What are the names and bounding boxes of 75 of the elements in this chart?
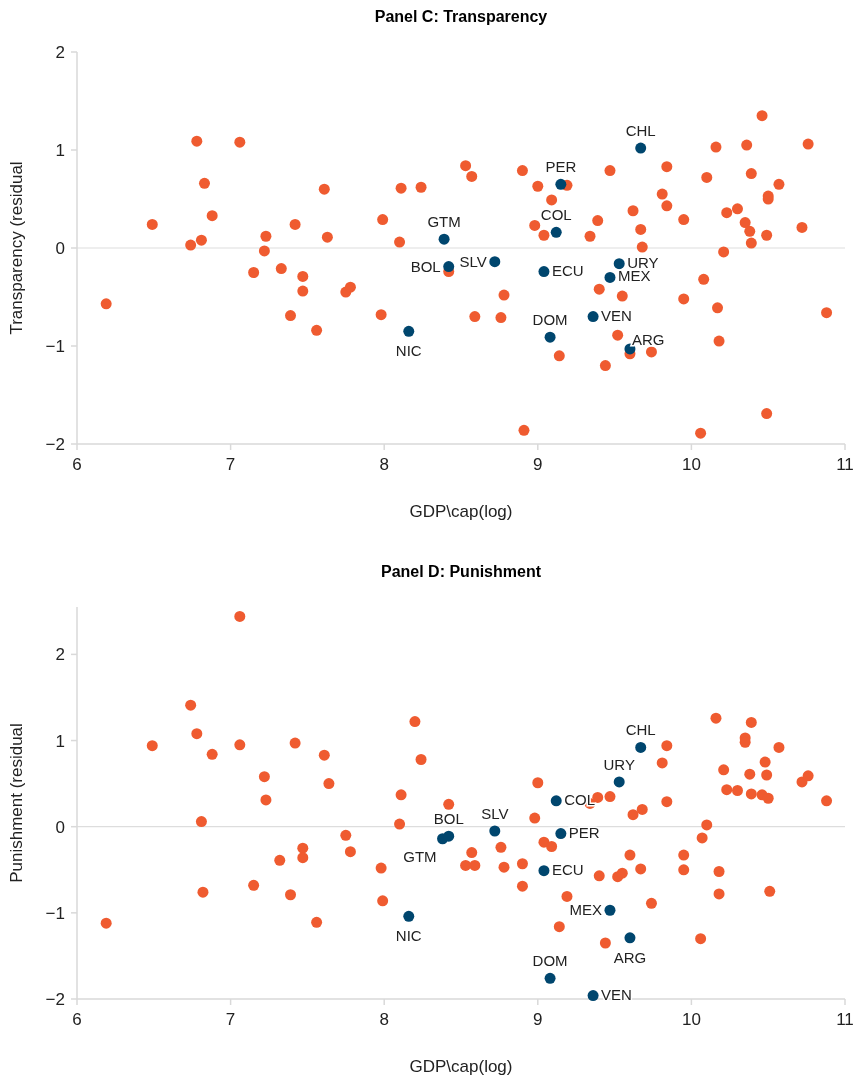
annotation: VEN — [601, 985, 632, 1003]
annotation: NIC — [395, 342, 422, 360]
point — [613, 776, 625, 788]
point — [544, 331, 556, 343]
annotation: CHL — [625, 721, 656, 739]
x-tick-label: 7 — [225, 1010, 236, 1029]
annotation: PER — [545, 158, 577, 176]
x-tick-label: 6 — [72, 1010, 82, 1029]
point — [538, 266, 550, 278]
annotation: DOM — [532, 952, 568, 970]
point — [443, 261, 455, 273]
point — [624, 932, 636, 944]
annotation: GTM — [427, 213, 461, 231]
point — [403, 910, 415, 922]
annotation: ARG — [613, 948, 647, 966]
annotation: COL — [540, 206, 572, 224]
point — [587, 311, 599, 323]
y-tick-label: 2 — [55, 645, 65, 665]
annotation: CHL — [625, 122, 656, 140]
annotation: MEX — [569, 901, 602, 919]
annotation: DOM — [532, 311, 568, 329]
point — [555, 178, 567, 190]
x-axis-title: GDP\cap(log) — [409, 1057, 513, 1076]
chart-title: Panel D: Punishment — [380, 563, 542, 580]
annotation: GTM — [403, 847, 437, 865]
point — [489, 825, 501, 837]
point — [587, 990, 599, 1002]
point — [604, 904, 616, 916]
point — [635, 741, 647, 753]
annotation: VEN — [601, 306, 632, 324]
annotation: SLV — [481, 805, 509, 822]
y-tick-label: −1 — [45, 337, 65, 356]
x-axis-title: GDP\cap(log) — [409, 502, 513, 521]
y-tick-label: 0 — [55, 239, 65, 258]
point — [544, 972, 556, 984]
annotation: NIC — [395, 927, 422, 945]
y-tick-label: 0 — [55, 817, 65, 837]
y-tick-label: −1 — [45, 903, 65, 923]
annotation: BOL — [410, 257, 441, 275]
annotation: URY — [603, 755, 635, 773]
y-tick-label: 2 — [55, 43, 65, 62]
x-tick-label: 10 — [681, 1010, 701, 1029]
x-tick-label: 8 — [379, 455, 389, 474]
y-tick-label: −2 — [45, 990, 65, 1009]
x-tick-label: 11 — [836, 1010, 854, 1029]
point — [550, 795, 562, 807]
annotation: ARG — [631, 330, 665, 348]
point — [550, 226, 562, 238]
y-tick-label: 1 — [55, 731, 65, 751]
y-tick-label: −2 — [45, 435, 65, 454]
point — [438, 233, 450, 245]
annotation: SLV — [459, 252, 487, 270]
annotation: PER — [568, 823, 600, 841]
point — [403, 325, 415, 337]
annotation: ECU — [551, 860, 584, 878]
point — [635, 142, 647, 154]
point — [613, 258, 625, 270]
y-tick-label: 1 — [55, 141, 65, 160]
x-tick-label: 9 — [533, 455, 543, 474]
annotation: ECU — [551, 261, 584, 279]
point — [489, 256, 501, 268]
point — [604, 271, 616, 283]
y-axis-title: Punishment (residual — [7, 723, 26, 883]
point — [555, 828, 567, 840]
x-tick-label: 10 — [681, 455, 701, 474]
x-tick-label: 8 — [379, 1010, 389, 1029]
x-tick-label: 11 — [836, 455, 854, 474]
annotation: BOL — [433, 810, 464, 828]
x-tick-label: 6 — [72, 455, 82, 474]
y-axis-title: Transparency (residual — [7, 161, 26, 335]
point — [538, 865, 550, 877]
chart-title: Panel C: Transparency — [374, 8, 548, 25]
x-tick-label: 7 — [225, 455, 236, 474]
point — [443, 830, 455, 842]
x-tick-label: 9 — [533, 1010, 543, 1029]
